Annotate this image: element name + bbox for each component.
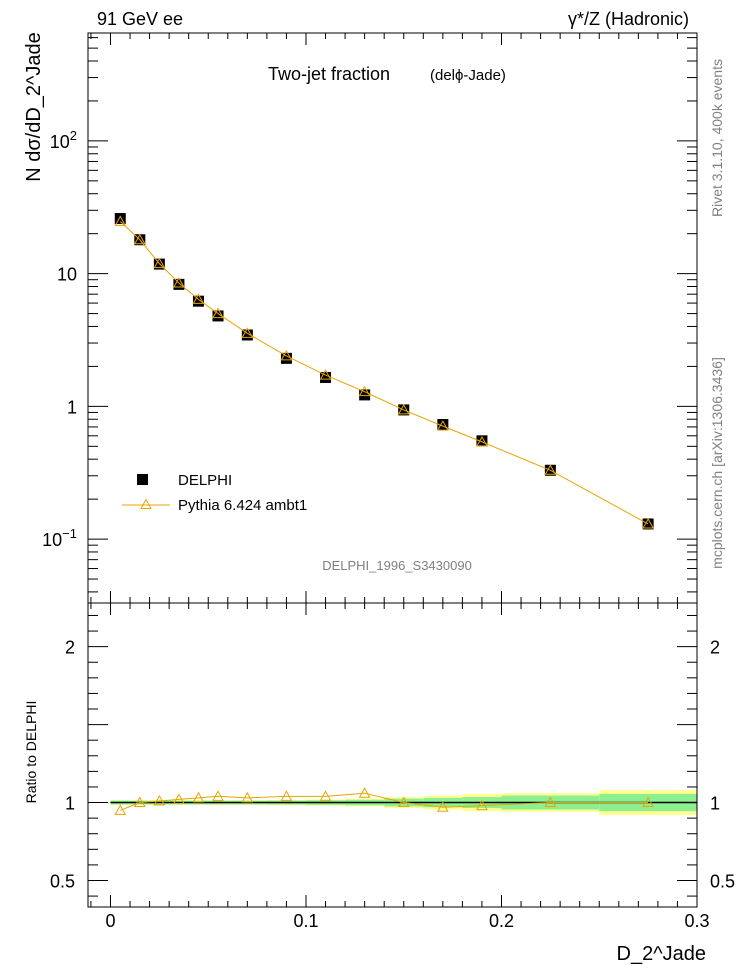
pythia-ratio-point xyxy=(153,794,166,806)
legend: DELPHI Pythia 6.424 ambt1 xyxy=(122,472,307,514)
delphi-data-point xyxy=(320,371,332,383)
x-tick-label: 0 xyxy=(105,911,115,931)
x-tick-label: 0.1 xyxy=(293,911,318,931)
delphi-data-point xyxy=(437,419,449,431)
ratio-y-tick-label: 1 xyxy=(65,794,75,814)
ratio-y-tick-label-right: 0.5 xyxy=(710,871,735,891)
side-text-rivet: Rivet 3.1.10, 400k events xyxy=(709,59,725,217)
legend-marker-pythia xyxy=(140,498,152,509)
side-text-mcplots: mcplots.cern.ch [arXiv:1306.3436] xyxy=(709,357,725,569)
pythia-ratio-line xyxy=(120,792,649,811)
header-right: γ*/Z (Hadronic) xyxy=(568,9,689,29)
pythia-data-point xyxy=(358,385,371,397)
ratio-y-tick-label-right: 1 xyxy=(710,794,720,814)
pythia-data-point xyxy=(436,420,449,431)
legend-label-delphi: DELPHI xyxy=(178,472,232,489)
legend-label-pythia: Pythia 6.424 ambt1 xyxy=(178,497,307,514)
delphi-data-point xyxy=(280,352,292,364)
delphi-data-point xyxy=(192,295,204,307)
delphi-data-point xyxy=(114,213,126,225)
chart-subtitle: (delϕ-Jade) xyxy=(430,67,506,84)
chart-title: Two-jet fraction xyxy=(268,64,390,84)
pythia-ratio-point xyxy=(241,791,254,803)
pythia-ratio-point xyxy=(397,796,410,808)
ratio-plot-frame xyxy=(87,602,698,908)
pythia-data-point xyxy=(173,276,185,288)
delphi-data-point xyxy=(359,389,371,401)
y-tick-label: 10−1 xyxy=(42,526,77,550)
pythia-data-point xyxy=(212,307,224,319)
header-left: 91 GeV ee xyxy=(97,9,183,29)
delphi-data-point xyxy=(476,435,488,447)
ratio-y-tick-label: 2 xyxy=(65,638,75,658)
delphi-data-point xyxy=(212,310,224,322)
pythia-data-point xyxy=(280,349,293,361)
pythia-ratio-point xyxy=(319,790,332,801)
pythia-ratio-point xyxy=(642,796,654,808)
pythia-data-point xyxy=(319,369,332,380)
main-plot-frame xyxy=(87,32,698,604)
y-tick-label: 102 xyxy=(50,128,77,152)
y-tick-label: 10 xyxy=(57,265,77,285)
legend-marker-delphi xyxy=(137,474,148,485)
pythia-data-point xyxy=(544,464,557,475)
x-axis-label: D_2^Jade xyxy=(617,943,706,965)
pythia-ratio-point xyxy=(133,796,146,808)
ratio-y-tick-label: 0.5 xyxy=(50,871,75,891)
y-axis-label-main: N dσ/dD_2^Jade xyxy=(23,32,45,182)
pythia-ratio-point xyxy=(114,804,127,815)
pythia-data-point xyxy=(153,257,166,269)
pythia-data-point xyxy=(192,293,205,304)
ratio-y-tick-label-right: 2 xyxy=(710,638,720,658)
pythia-ratio-point xyxy=(544,796,557,808)
x-tick-label: 0.2 xyxy=(489,911,514,931)
pythia-line xyxy=(119,221,649,525)
pythia-ratio-point xyxy=(436,801,449,812)
pythia-ratio-point xyxy=(280,790,293,801)
pythia-ratio-point xyxy=(476,799,488,811)
pythia-data-point xyxy=(133,233,146,245)
pythia-data-point xyxy=(241,327,254,338)
pythia-ratio-point xyxy=(192,791,205,803)
pythia-data-point xyxy=(114,215,127,227)
y-axis-label-ratio: Ratio to DELPHI xyxy=(23,701,39,804)
x-tick-label: 0.3 xyxy=(684,911,709,931)
y-tick-label: 1 xyxy=(67,397,77,417)
pythia-ratio-point xyxy=(173,793,185,804)
pythia-data-point xyxy=(397,403,410,415)
pythia-data-point xyxy=(642,517,654,529)
delphi-data-point xyxy=(173,278,185,290)
pythia-ratio-point xyxy=(212,790,224,801)
delphi-data-point xyxy=(241,329,253,341)
watermark-analysis: DELPHI_1996_S3430090 xyxy=(322,558,472,573)
pythia-ratio-point xyxy=(358,787,371,798)
pythia-data-point xyxy=(476,435,488,447)
